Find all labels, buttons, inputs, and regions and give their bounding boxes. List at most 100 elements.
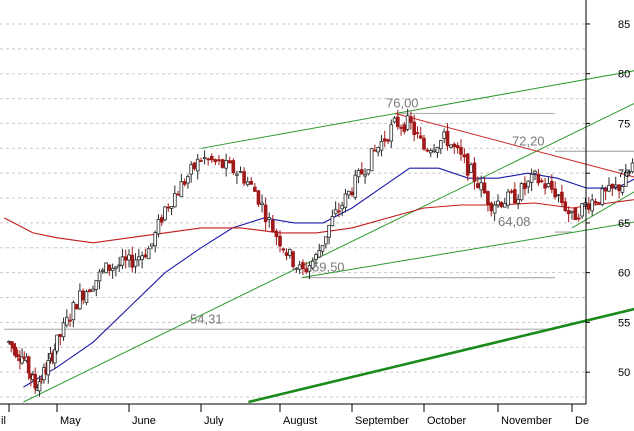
candle-body (220, 159, 225, 168)
candle-body (428, 150, 433, 154)
candle-body (78, 290, 82, 310)
candle-body (127, 254, 131, 261)
candle-body (146, 248, 151, 260)
candle-body (317, 250, 322, 258)
candle-body (15, 354, 20, 358)
candle-body (489, 202, 494, 212)
candle-body (117, 264, 121, 267)
candle-body (617, 184, 621, 192)
y-tick-label: 70 (618, 168, 630, 180)
candle-body (513, 189, 517, 204)
trendline (395, 113, 634, 178)
candle-body (346, 190, 351, 196)
candle-body (104, 262, 108, 274)
candle-body (288, 248, 292, 256)
candle-body (373, 149, 377, 152)
candle-body (422, 137, 426, 150)
candle-body (301, 262, 305, 269)
candle-body (235, 173, 239, 176)
level-label: 64,08 (498, 214, 531, 229)
candle-body (360, 169, 364, 175)
x-tick-label: il (1, 415, 6, 426)
candle-body (278, 235, 282, 247)
candle-body (304, 268, 308, 273)
candle-body (399, 126, 403, 129)
trendline (200, 70, 634, 149)
candle-body (58, 334, 63, 337)
x-tick-label: May (60, 415, 81, 426)
candle-body (356, 170, 361, 178)
y-tick-label: 60 (618, 268, 630, 280)
candle-body (496, 200, 500, 206)
candle-body (169, 206, 174, 209)
candle-body (74, 304, 79, 310)
y-tick-label: 85 (618, 19, 630, 31)
candle-body (603, 188, 608, 192)
candlesticks (7, 108, 634, 397)
candle-body (392, 117, 397, 123)
candle-body (81, 290, 85, 301)
level-label: 72,20 (512, 133, 545, 148)
price-levels: 54,31 59,50 64,08 72,20 76,00 (4, 95, 634, 330)
candle-body (519, 183, 524, 201)
candle-body (163, 206, 167, 221)
candle-body (573, 207, 578, 221)
x-tick-label: July (204, 415, 224, 426)
candle-body (231, 160, 236, 174)
candle-body (546, 183, 551, 187)
moving-average-line (23, 167, 634, 388)
y-tick-label: 65 (618, 218, 630, 230)
x-tick-label: September (355, 415, 409, 426)
candle-body (253, 186, 257, 192)
candle-body (337, 210, 341, 213)
moving-average-line (3, 199, 634, 244)
candle-body (382, 138, 387, 142)
candle-body (55, 334, 59, 352)
trendline (571, 191, 634, 229)
candle-body (84, 291, 89, 303)
candle-body (9, 341, 13, 345)
candle-body (294, 267, 299, 270)
candle-body (563, 201, 568, 211)
candle-body (97, 271, 102, 282)
candle-body (150, 243, 154, 247)
candle-body (402, 124, 407, 132)
candle-body (333, 209, 338, 215)
candle-body (479, 182, 483, 191)
candle-body (87, 289, 92, 293)
candle-body (366, 169, 371, 175)
candle-body (130, 254, 135, 268)
candle-body (597, 202, 601, 204)
candle-body (409, 116, 413, 123)
candle-body (133, 259, 138, 267)
candle-body (499, 201, 504, 208)
candle-body (455, 145, 460, 149)
candle-body (469, 164, 473, 173)
candle-body (415, 132, 420, 135)
candle-body (576, 217, 581, 220)
candle-body (553, 188, 557, 198)
candle-body (620, 186, 625, 193)
trendlines (23, 70, 634, 404)
candle-body (533, 170, 537, 174)
candle-body (340, 204, 344, 210)
candle-body (202, 157, 207, 159)
y-tick-label: 80 (618, 69, 630, 81)
candle-body (363, 174, 367, 177)
candle-body (227, 160, 232, 164)
candle-body (412, 121, 416, 136)
candle-body (281, 248, 286, 251)
candle-body (291, 251, 295, 267)
candle-body (120, 256, 125, 266)
y-tick-label: 50 (618, 367, 630, 379)
candle-body (110, 268, 115, 272)
candle-body (509, 190, 514, 193)
candle-body (61, 322, 66, 338)
candle-body (314, 254, 318, 260)
candle-body (159, 217, 164, 223)
candle-body (570, 210, 574, 213)
candle-body (502, 203, 507, 208)
candle-body (91, 288, 95, 292)
candle-body (46, 360, 51, 376)
